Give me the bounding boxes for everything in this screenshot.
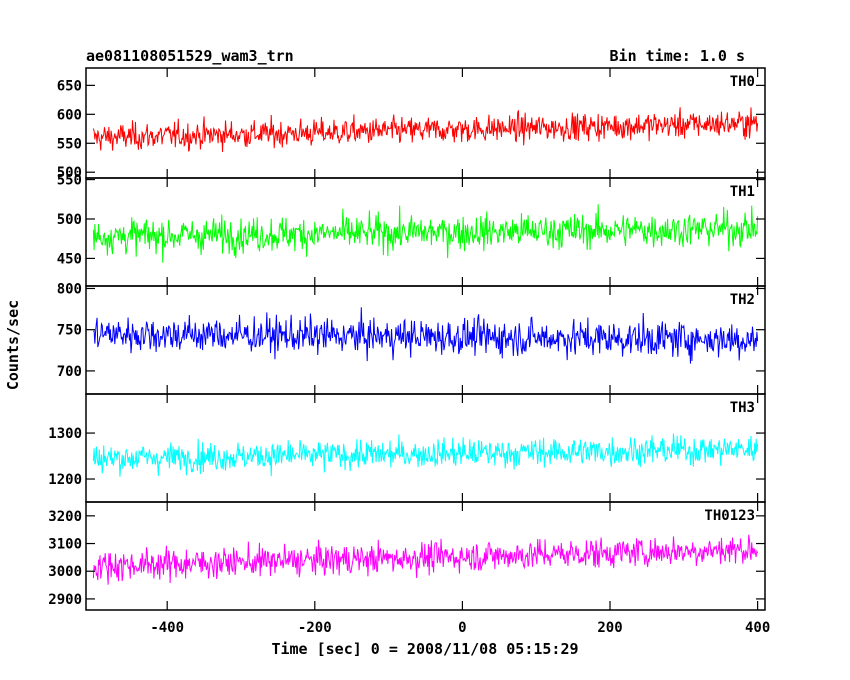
panel-label-th0: TH0 bbox=[730, 74, 755, 90]
y-tick-label: 3000 bbox=[48, 564, 82, 580]
panel-frame bbox=[85, 501, 766, 611]
y-tick-label: 700 bbox=[57, 364, 82, 380]
panel-label-th0123: TH0123 bbox=[704, 508, 755, 524]
x-tick-label: 200 bbox=[597, 620, 622, 636]
y-tick-label: 500 bbox=[57, 212, 82, 228]
chart-title: ae081108051529_wam3_trn bbox=[86, 47, 294, 65]
panel-th2: 700 750 800 TH2 bbox=[57, 281, 766, 395]
y-tick-label: 500 bbox=[57, 165, 82, 181]
panel-th3: 1200 1300 TH3 bbox=[48, 393, 766, 503]
y-tick-label: 550 bbox=[57, 173, 82, 189]
y-tick-label: 1300 bbox=[48, 426, 82, 442]
series-line-th0 bbox=[92, 107, 759, 152]
y-tick-label: 2900 bbox=[48, 592, 82, 608]
series-line-th1 bbox=[92, 204, 759, 263]
y-tick-label: 800 bbox=[57, 281, 82, 297]
panel-th0123: 2900 3000 3100 3200 TH0123 bbox=[48, 501, 766, 611]
y-tick-label: 600 bbox=[57, 107, 82, 123]
x-axis-label: Time [sec] 0 = 2008/11/08 05:15:29 bbox=[271, 640, 578, 658]
series-line-th0123 bbox=[92, 534, 759, 585]
x-tick-label: -400 bbox=[150, 620, 184, 636]
y-tick-label: 750 bbox=[57, 323, 82, 339]
panel-label-th1: TH1 bbox=[730, 184, 755, 200]
y-tick-label: 550 bbox=[57, 136, 82, 152]
panel-label-th2: TH2 bbox=[730, 292, 755, 308]
panel-th1: 450 500 550 TH1 bbox=[57, 173, 766, 287]
x-axis: -400 -200 0 200 400 bbox=[150, 620, 770, 636]
x-tick-label: 400 bbox=[745, 620, 770, 636]
bin-time-label: Bin time: 1.0 s bbox=[610, 47, 745, 65]
y-tick-label: 3200 bbox=[48, 509, 82, 525]
series-line-th2 bbox=[93, 307, 759, 364]
y-tick-label: 450 bbox=[57, 251, 82, 267]
panel-th0: 500 550 600 650 TH0 bbox=[57, 67, 766, 181]
series-line-th3 bbox=[92, 433, 759, 477]
panel-label-th3: TH3 bbox=[730, 400, 755, 416]
y-tick-label: 3100 bbox=[48, 537, 82, 553]
y-tick-label: 650 bbox=[57, 78, 82, 94]
y-axis-label: Counts/sec bbox=[4, 300, 22, 390]
x-tick-label: -200 bbox=[298, 620, 332, 636]
x-tick-label: 0 bbox=[458, 620, 466, 636]
y-tick-label: 1200 bbox=[48, 472, 82, 488]
